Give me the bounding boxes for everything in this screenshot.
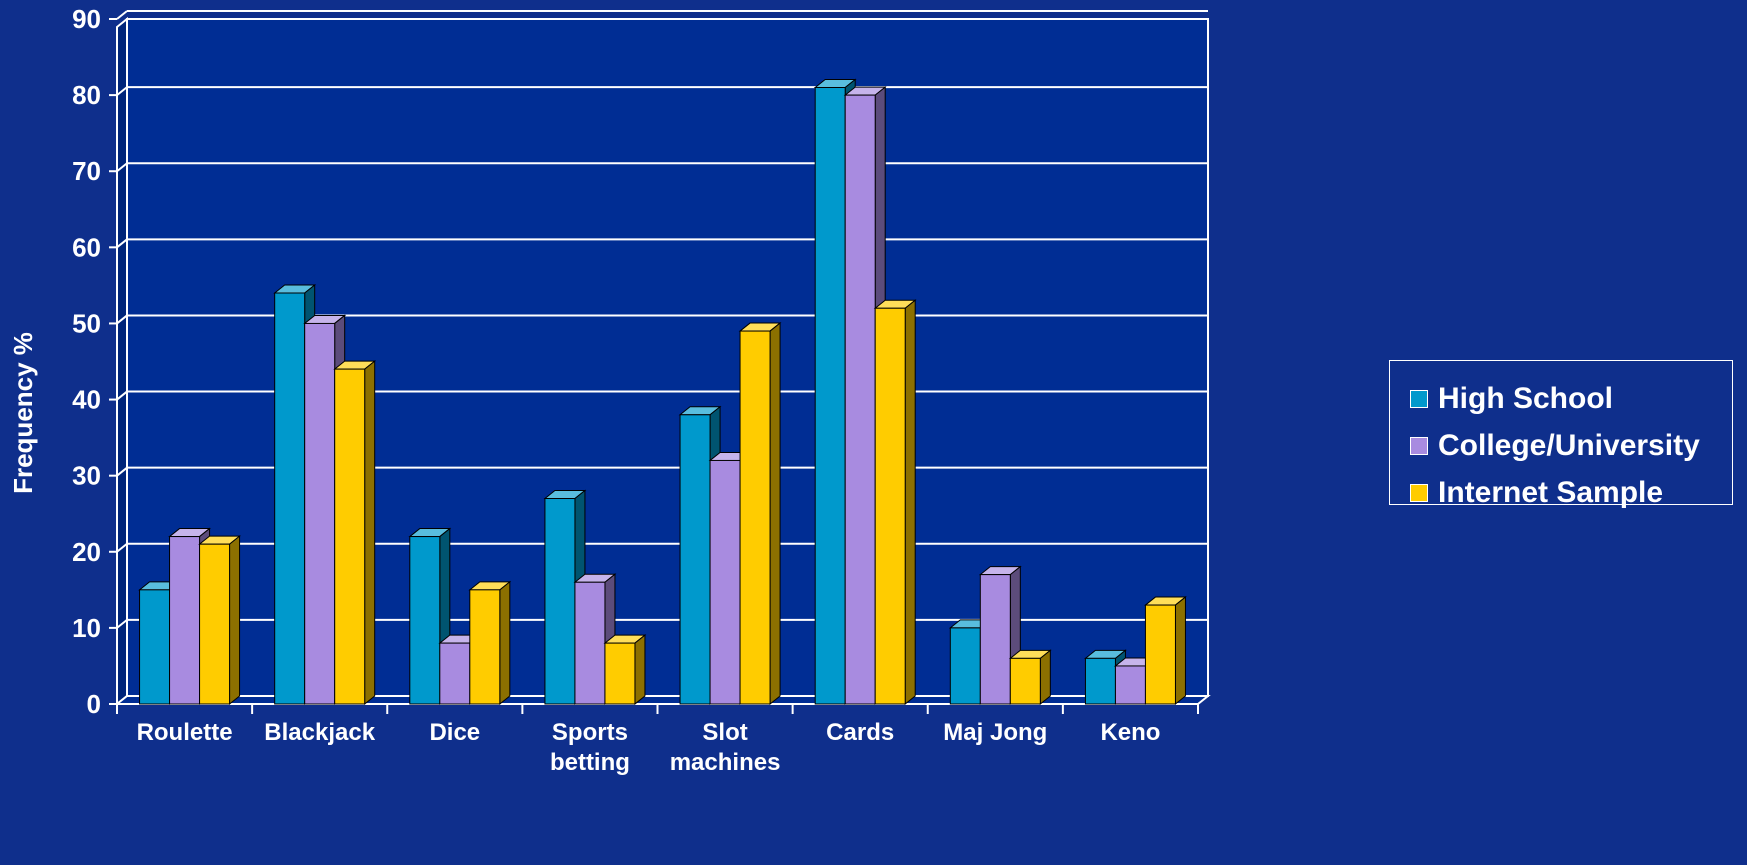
x-tick-label: Cards — [826, 719, 894, 746]
x-tick-label: Blackjack — [264, 719, 375, 746]
bar — [738, 322, 782, 706]
y-tick-label: 70 — [72, 156, 101, 186]
legend-item-internet-sample: Internet Sample — [1410, 469, 1732, 516]
bar — [873, 299, 917, 706]
bar-side-face — [229, 535, 241, 706]
x-tick-label-line: Keno — [1100, 719, 1160, 746]
bar-front-face — [274, 292, 306, 705]
x-tick-label-line: Blackjack — [264, 719, 375, 746]
x-tick-label-line: Cards — [826, 719, 894, 746]
y-tick-label: 30 — [72, 461, 101, 491]
bar-side-face — [1174, 596, 1186, 706]
x-tick-label: Sports betting — [550, 719, 630, 776]
gridline-depth — [116, 238, 128, 249]
legend-swatch-college-university — [1410, 436, 1428, 455]
x-tick-label: Slot machines — [670, 719, 781, 776]
side-wall — [116, 16, 128, 707]
y-tick-label: 80 — [72, 80, 101, 110]
gridline-depth — [116, 10, 128, 20]
x-tick-label-line: Roulette — [137, 719, 233, 746]
x-tick-label-line: Slot — [702, 719, 747, 746]
bar-front-face — [844, 94, 876, 705]
gridline-depth — [116, 542, 128, 553]
legend-item-college-university: College/University — [1410, 422, 1732, 469]
bar — [333, 360, 377, 706]
legend-label: College/University — [1438, 428, 1700, 462]
gridline-depth — [116, 466, 128, 477]
x-tick-label-line: Maj Jong — [943, 719, 1047, 746]
bar-front-face — [814, 87, 846, 705]
bar — [198, 535, 241, 706]
x-tick-label-line: Sports — [552, 719, 628, 746]
bar-front-face — [574, 581, 606, 705]
x-tick-label: Keno — [1100, 719, 1160, 746]
bar — [1144, 596, 1187, 706]
bar-side-face — [769, 322, 781, 706]
bar-front-face — [979, 574, 1011, 705]
y-axis-label: Frequency % — [8, 332, 38, 494]
bars — [138, 78, 1187, 706]
gridline-depth — [116, 314, 128, 325]
bar-side-face — [634, 634, 646, 706]
y-tick-label: 10 — [72, 613, 101, 643]
bar-front-face — [874, 307, 906, 705]
legend-swatch-internet-sample — [1410, 483, 1428, 502]
gridline-depth — [116, 86, 128, 96]
bar — [468, 580, 512, 706]
bar-front-face — [1144, 604, 1176, 705]
bar-front-face — [1084, 657, 1116, 705]
x-tick-label: Maj Jong — [943, 719, 1047, 746]
legend-label: High School — [1438, 381, 1613, 415]
bar-front-face — [304, 322, 336, 705]
bar-front-face — [604, 642, 636, 705]
bar-front-face — [544, 498, 576, 705]
bar — [603, 634, 647, 706]
bar — [1008, 649, 1052, 706]
bar-front-face — [679, 414, 711, 705]
gridline-depth — [116, 162, 128, 173]
y-tick-label: 60 — [72, 232, 101, 262]
legend-item-high-school: High School — [1410, 375, 1732, 422]
x-tick-label: Roulette — [137, 719, 233, 746]
y-tick-label: 20 — [72, 537, 101, 567]
y-tick-label: 50 — [72, 308, 101, 338]
x-tick-labels: Roulette Blackjack Dice Sports betting Slot ma… — [137, 719, 1161, 776]
y-tick-label: 40 — [72, 385, 101, 415]
bar-front-face — [199, 543, 231, 705]
bar-side-face — [904, 299, 916, 706]
bar-front-face — [334, 368, 366, 705]
bar-front-face — [949, 627, 981, 705]
bar-side-face — [364, 360, 376, 706]
y-tick-label: 90 — [72, 4, 101, 34]
bar-front-face — [409, 536, 441, 705]
legend: High School College/University Internet … — [1389, 360, 1733, 509]
x-tick-label-line: betting — [550, 749, 630, 776]
y-tick-labels: 0 10 20 30 40 50 60 70 80 90 — [72, 4, 101, 719]
gridline-depth — [116, 390, 128, 401]
bar-side-face — [499, 580, 511, 706]
legend-label: Internet Sample — [1438, 475, 1664, 509]
x-tick-label-line: Dice — [429, 719, 480, 746]
legend-swatch-high-school — [1410, 389, 1428, 408]
x-tick-label: Dice — [429, 719, 480, 746]
bar-front-face — [709, 459, 741, 705]
bar-front-face — [439, 642, 471, 705]
bar-side-face — [1039, 649, 1051, 706]
bar-front-face — [139, 589, 171, 705]
bar-front-face — [169, 536, 201, 705]
bar-front-face — [739, 330, 771, 705]
bar-front-face — [1114, 665, 1146, 705]
y-tick-label: 0 — [87, 689, 101, 719]
bar-front-face — [469, 589, 501, 705]
gridline-depth — [116, 619, 128, 629]
x-tick-label-line: machines — [670, 749, 781, 776]
bar-front-face — [1009, 657, 1041, 705]
